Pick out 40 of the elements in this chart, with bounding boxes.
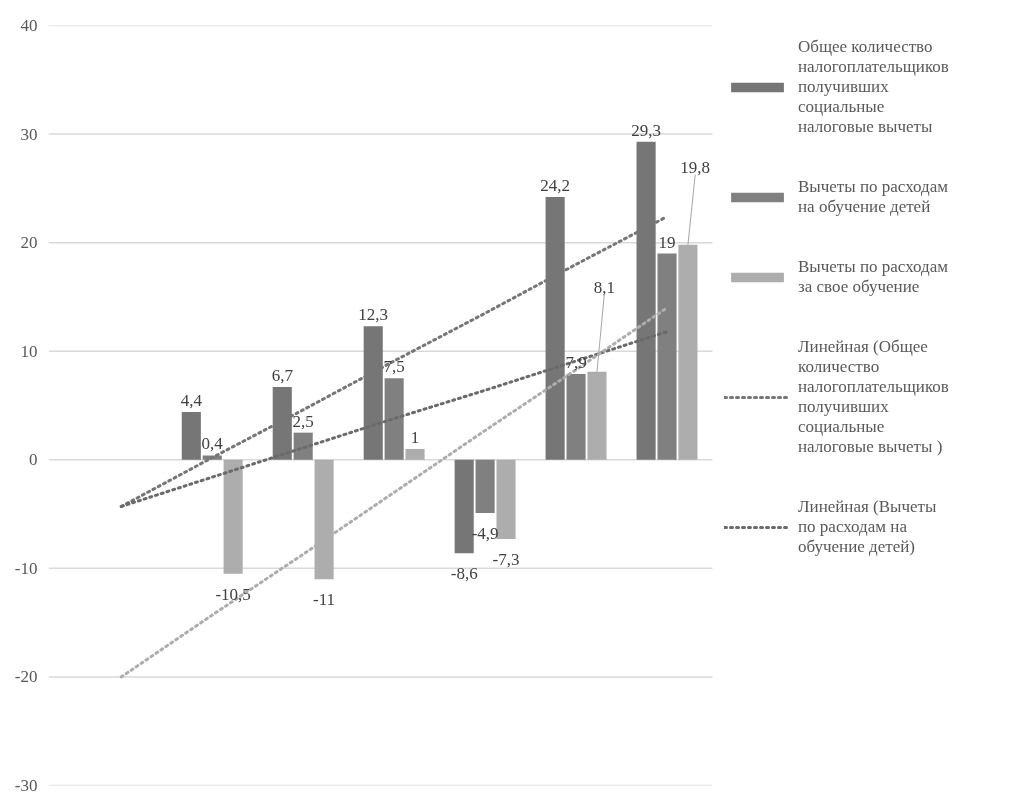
- y-tick-label: -30: [14, 776, 38, 795]
- y-tick-label: 20: [20, 233, 38, 253]
- data-label: -7,3: [492, 550, 520, 570]
- legend-label: Общее количество налогоплательщиков получивших социальные налоговые вычеты: [798, 37, 949, 137]
- bar: [181, 412, 201, 460]
- bar: [384, 378, 404, 460]
- data-label: 2,5: [292, 411, 314, 431]
- bar: [405, 448, 425, 460]
- data-label: 29,3: [631, 120, 661, 140]
- y-tick-label: 10: [20, 341, 38, 361]
- y-tick-label: 30: [20, 124, 38, 144]
- legend-label: Вычеты по расходам за свое обучение: [798, 257, 948, 297]
- data-label: -8,6: [450, 564, 478, 584]
- bar: [566, 374, 586, 460]
- data-label: 7,5: [383, 357, 405, 377]
- data-label: 12,3: [358, 305, 389, 325]
- data-label: 8,1: [593, 278, 615, 298]
- bar: [314, 459, 334, 580]
- data-label: 19,8: [680, 157, 711, 177]
- y-tick-label: 40: [20, 16, 38, 35]
- data-label: 6,7: [271, 366, 294, 386]
- legend-label: Линейная (Общее количество налогоплательщиков получивших социальные налоговые вычеты ): [798, 337, 949, 457]
- bar: [454, 459, 474, 554]
- y-tick-label: 0: [29, 450, 38, 470]
- data-label: -10,5: [215, 584, 251, 604]
- legend-label: Вычеты по расходам на обучение детей: [798, 177, 948, 217]
- data-label: 19: [658, 232, 676, 252]
- data-label: 24,2: [540, 176, 571, 196]
- y-tick-label: -10: [14, 558, 38, 578]
- bar: [293, 432, 313, 460]
- data-label: 4,4: [180, 391, 203, 411]
- bar: [496, 459, 516, 540]
- bar: [272, 387, 292, 460]
- bar: [475, 459, 495, 513]
- legend-label: Линейная (Вычеты по расходам на обучение детей): [798, 497, 937, 557]
- y-tick-label: -20: [14, 667, 38, 687]
- data-label: 1: [410, 427, 420, 447]
- bar: [223, 459, 243, 574]
- data-label: 0,4: [201, 434, 224, 454]
- data-label: -11: [313, 590, 336, 610]
